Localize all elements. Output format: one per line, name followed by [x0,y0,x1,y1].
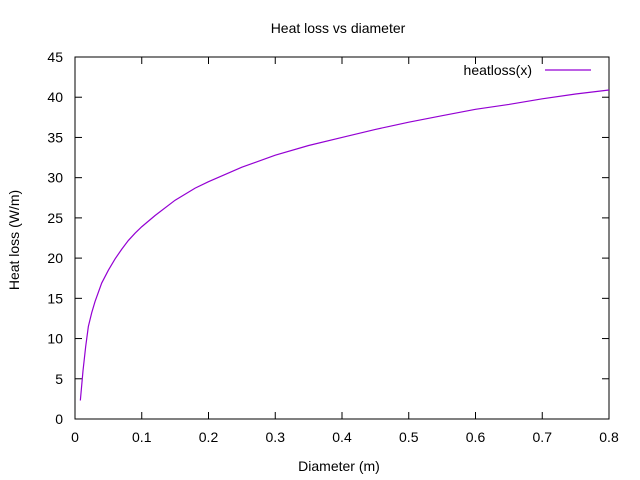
y-tick-label: 30 [47,170,63,186]
y-tick-label: 5 [55,371,63,387]
y-tick-label: 15 [47,290,63,306]
x-tick-label: 0.5 [399,429,419,445]
y-tick-label: 45 [47,49,63,65]
series-layer [79,89,610,401]
y-tick-label: 40 [47,89,63,105]
x-tick-label: 0.3 [266,429,286,445]
x-tick-label: 0 [71,429,79,445]
chart-title: Heat loss vs diameter [271,20,406,36]
y-tick-label: 35 [47,129,63,145]
x-axis-label: Diameter (m) [298,458,380,474]
legend-label: heatloss(x) [464,62,532,78]
x-tick-label: 0.7 [533,429,553,445]
y-tick-label: 10 [47,331,63,347]
y-axis-label: Heat loss (W/m) [6,190,22,290]
x-tick-label: 0.1 [132,429,152,445]
legend: heatloss(x) [464,62,591,78]
x-tick-label: 0.4 [332,429,352,445]
x-tick-label: 0.2 [199,429,219,445]
series-line [79,89,610,401]
x-tick-label: 0.8 [599,429,619,445]
x-axis-ticks: 0 0.1 0.2 0.3 0.4 0.5 0.6 0.7 0.8 [71,57,619,445]
plot-frame [74,56,610,420]
x-tick-label: 0.6 [466,429,486,445]
y-tick-label: 25 [47,210,63,226]
y-tick-label: 0 [55,411,63,427]
y-tick-label: 20 [47,250,63,266]
y-axis-ticks: 0 5 10 15 20 25 30 35 40 45 [47,49,609,427]
